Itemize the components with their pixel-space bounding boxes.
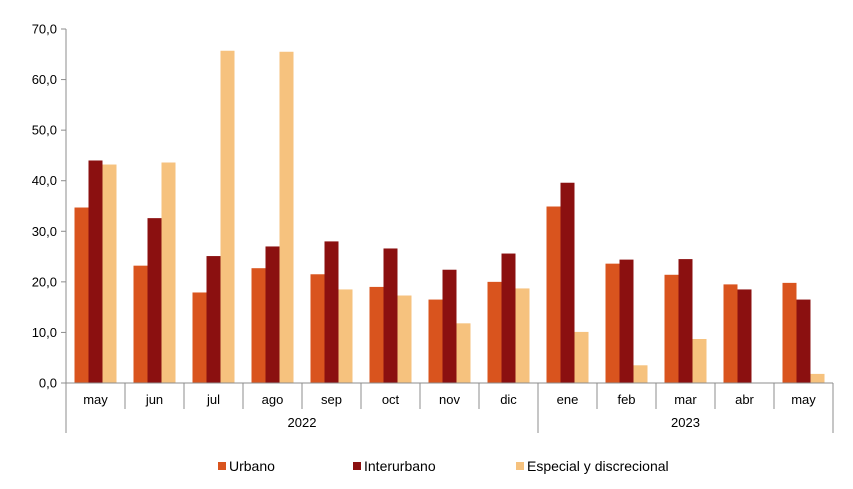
bar-urbano bbox=[310, 274, 325, 383]
y-tick-label: 20,0 bbox=[32, 274, 57, 289]
legend-swatch bbox=[353, 462, 361, 470]
bar-especial-y-discrecional bbox=[161, 162, 176, 383]
x-axis: may jun jul ago sep oct nov dic ene feb mar abr may 2… bbox=[65, 382, 834, 433]
legend: Urbano Interurbano Especial y discrecional bbox=[218, 458, 669, 474]
y-tick-label: 50,0 bbox=[32, 123, 57, 138]
legend-label: Especial y discrecional bbox=[527, 458, 669, 474]
bar-urbano bbox=[192, 292, 207, 383]
legend-item: Especial y discrecional bbox=[516, 458, 669, 474]
bar-especial-y-discrecional bbox=[456, 323, 471, 383]
y-tick-label: 60,0 bbox=[32, 72, 57, 87]
bar-especial-y-discrecional bbox=[810, 373, 825, 383]
x-category-label: oct bbox=[382, 392, 400, 407]
bar-interurbano bbox=[383, 248, 398, 383]
legend-label: Urbano bbox=[229, 458, 275, 474]
legend-label: Interurbano bbox=[364, 458, 436, 474]
bar-interurbano bbox=[678, 259, 693, 383]
bar-interurbano bbox=[796, 299, 811, 383]
bar-urbano bbox=[723, 284, 738, 383]
x-category-label: abr bbox=[735, 392, 754, 407]
legend-swatch bbox=[516, 462, 524, 470]
legend-swatch bbox=[218, 462, 226, 470]
bar-especial-y-discrecional bbox=[692, 339, 707, 383]
bar-especial-y-discrecional bbox=[338, 289, 353, 383]
bar-urbano bbox=[369, 286, 384, 383]
x-category-label: ago bbox=[262, 392, 284, 407]
y-tick-label: 40,0 bbox=[32, 173, 57, 188]
legend-item: Interurbano bbox=[353, 458, 436, 474]
bar-urbano bbox=[782, 282, 797, 383]
bar-urbano bbox=[546, 206, 561, 383]
y-tick-label: 70,0 bbox=[32, 22, 57, 37]
bar-urbano bbox=[605, 263, 620, 383]
bar-interurbano bbox=[737, 289, 752, 383]
bar-interurbano bbox=[88, 160, 103, 383]
x-category-label: jul bbox=[206, 392, 220, 407]
y-tick-label: 10,0 bbox=[32, 325, 57, 340]
bar-interurbano bbox=[442, 269, 457, 383]
legend-item: Urbano bbox=[218, 458, 275, 474]
bar-especial-y-discrecional bbox=[515, 288, 530, 383]
bar-urbano bbox=[133, 265, 148, 383]
x-category-label: jun bbox=[145, 392, 163, 407]
x-category-label: dic bbox=[500, 392, 517, 407]
x-category-label: nov bbox=[439, 392, 460, 407]
bar-especial-y-discrecional bbox=[574, 331, 589, 383]
bar-interurbano bbox=[206, 256, 221, 383]
bar-urbano bbox=[428, 299, 443, 383]
bar-especial-y-discrecional bbox=[279, 51, 294, 383]
bar-urbano bbox=[487, 281, 502, 383]
bar-interurbano bbox=[501, 253, 516, 383]
bar-urbano bbox=[251, 268, 266, 383]
x-group-label: 2022 bbox=[288, 415, 317, 430]
bar-urbano bbox=[74, 207, 89, 383]
bar-especial-y-discrecional bbox=[220, 50, 235, 383]
x-category-label: feb bbox=[617, 392, 635, 407]
x-category-label: may bbox=[83, 392, 108, 407]
bar-interurbano bbox=[265, 246, 280, 383]
bar-especial-y-discrecional bbox=[397, 295, 412, 383]
bar-interurbano bbox=[560, 182, 575, 383]
y-tick-label: 0,0 bbox=[39, 376, 57, 391]
bar-especial-y-discrecional bbox=[102, 164, 117, 383]
bar-interurbano bbox=[147, 218, 162, 383]
bar-interurbano bbox=[619, 259, 634, 383]
bar-especial-y-discrecional bbox=[633, 365, 648, 383]
x-group-label: 2023 bbox=[671, 415, 700, 430]
x-category-label: mar bbox=[674, 392, 697, 407]
y-tick-label: 30,0 bbox=[32, 224, 57, 239]
y-axis: 0,0 10,0 20,0 30,0 40,0 50,0 60,0 70,0 bbox=[32, 22, 67, 391]
bars bbox=[74, 50, 825, 383]
bar-urbano bbox=[664, 274, 679, 383]
x-category-label: sep bbox=[321, 392, 342, 407]
x-category-label: ene bbox=[557, 392, 579, 407]
x-category-label: may bbox=[791, 392, 816, 407]
bar-interurbano bbox=[324, 241, 339, 383]
